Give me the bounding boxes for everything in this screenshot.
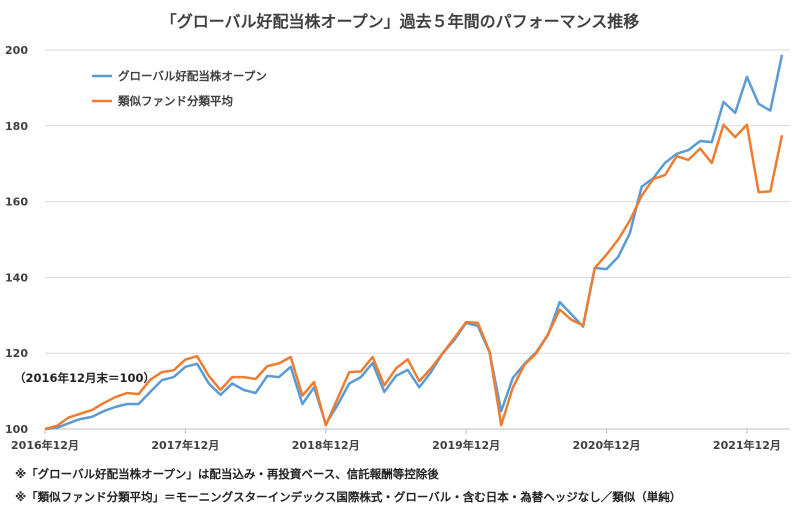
legend-label: 類似ファンド分類平均 xyxy=(117,94,233,108)
x-tick-label: 2021年12月 xyxy=(713,438,781,452)
footnote-1: ※「グローバル好配当株オープン」は配当込み・再投資ベース、信託報酬等控除後 xyxy=(15,467,439,481)
y-tick-label: 180 xyxy=(5,120,28,133)
y-tick-label: 160 xyxy=(5,196,28,209)
x-tick-label: 2018年12月 xyxy=(292,438,360,452)
legend-label: グローバル好配当株オープン xyxy=(118,69,267,83)
series-line-1 xyxy=(44,54,784,431)
y-tick-label: 200 xyxy=(5,44,28,57)
footnote-2: ※「類似ファンド分類平均」＝モーニングスターインデックス国際株式・グローバル・含… xyxy=(15,490,682,504)
y-tick-label: 120 xyxy=(5,347,28,360)
x-tick-label: 2017年12月 xyxy=(151,438,219,452)
base-note: （2016年12月末＝100） xyxy=(14,371,156,385)
chart-title: 「グローバル好配当株オープン」過去５年間のパフォーマンス推移 xyxy=(160,12,640,31)
series-line-2 xyxy=(44,123,784,431)
x-tick-label: 2019年12月 xyxy=(432,438,500,452)
x-tick-label: 2020年12月 xyxy=(573,438,641,452)
y-tick-label: 140 xyxy=(5,271,28,284)
y-tick-label: 100 xyxy=(5,423,28,436)
x-tick-label: 2016年12月 xyxy=(11,438,79,452)
